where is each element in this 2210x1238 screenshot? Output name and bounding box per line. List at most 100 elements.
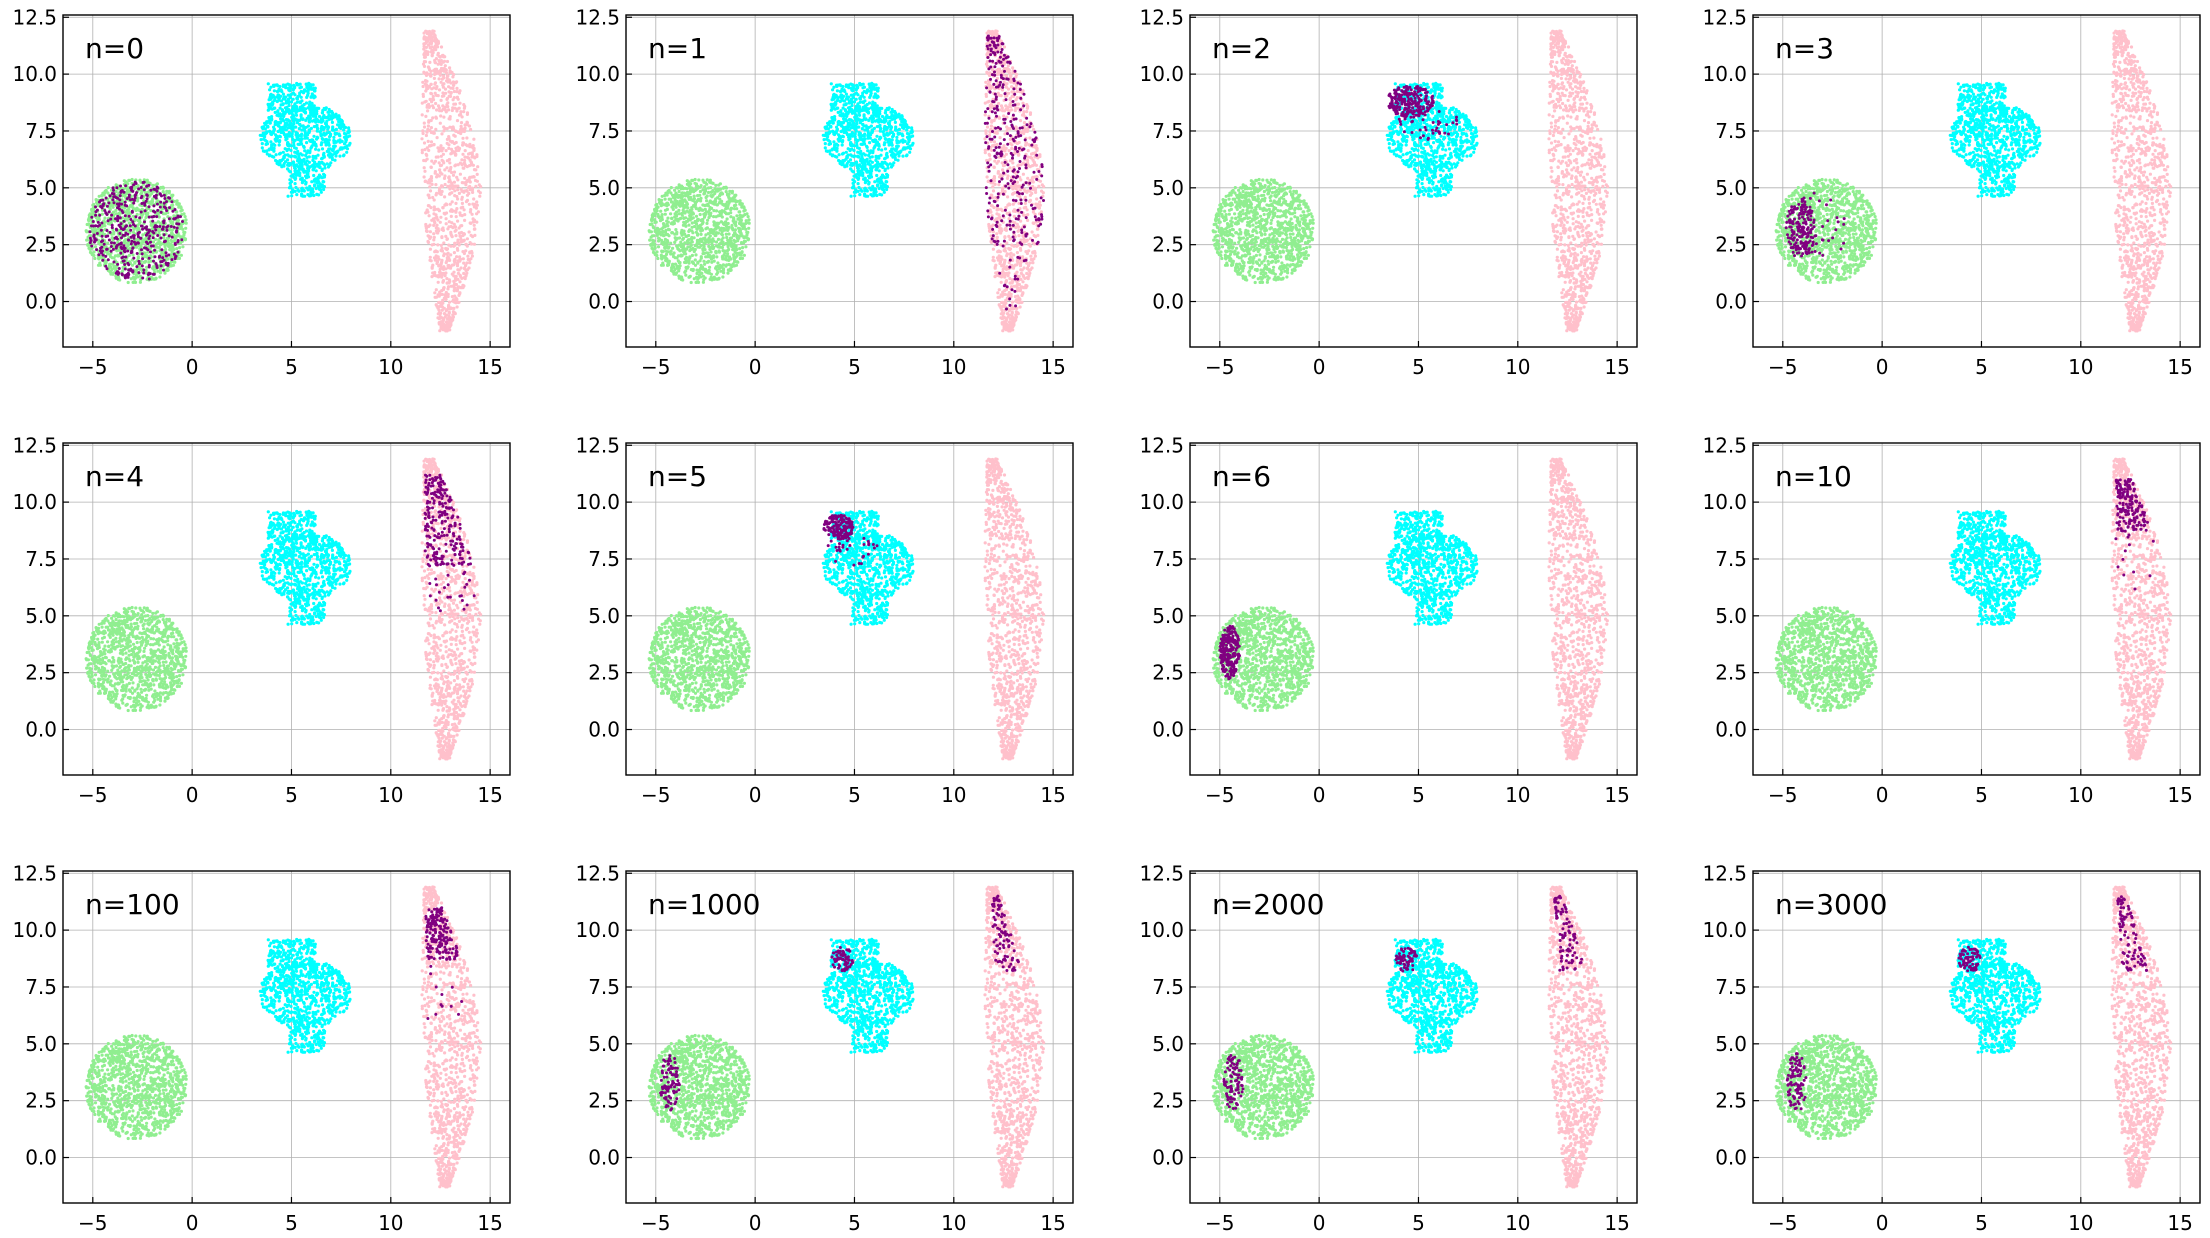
green-point [138,274,142,278]
pink-point [460,158,464,162]
green-point [665,242,669,247]
pink-point [422,47,426,51]
cyan-point [304,82,308,86]
pink-point [432,223,436,227]
highlight-point [112,260,116,264]
pink-point [438,187,442,191]
green-point [722,203,726,207]
cyan-point [268,118,272,122]
green-point [714,183,718,187]
green-point [729,211,733,215]
highlight-point [141,227,144,231]
green-point [128,212,132,216]
cyan-point [344,140,348,144]
highlight-point [108,194,112,198]
highlight-point [130,188,134,192]
pink-point [451,173,456,177]
pink-point [444,91,448,95]
green-point [674,210,679,214]
green-point [706,253,711,257]
pink-point [451,315,455,319]
green-point [716,187,721,191]
pink-point [444,271,448,275]
cyan-point [327,138,331,142]
cyan-point [310,104,314,108]
cyan-point [320,111,324,115]
green-point [709,186,713,190]
highlight-point [90,215,94,219]
cyan-point [309,126,313,130]
pink-point [445,59,450,64]
green-point [717,242,722,246]
cyan-point [302,88,307,92]
cyan-point [286,194,290,198]
green-point [734,200,738,204]
highlight-point [124,255,128,259]
highlight-point [145,228,149,231]
highlight-point [94,213,98,217]
green-point [667,228,671,232]
green-point [130,177,134,182]
pink-point [438,220,442,224]
scatter-panel: −5 0 5 10 150.02.55.07.510.012.5n=0 [12,5,511,379]
green-point [701,237,705,241]
highlight-point [100,234,104,238]
green-point [656,256,660,261]
pink-point [452,259,456,263]
highlight-point [90,224,93,228]
highlight-point [105,267,109,271]
green-point [683,241,687,245]
highlight-point [100,240,103,244]
green-point [88,250,93,254]
green-point [715,277,719,281]
pink-point [424,79,428,83]
green-point [181,227,185,231]
cyan-point [283,97,287,101]
cyan-point [290,180,294,184]
pink-point [432,29,436,33]
pink-point [436,273,441,278]
pink-point [452,102,456,106]
green-point [690,178,694,182]
green-point [140,214,144,218]
green-point [116,277,120,282]
x-tick-label: 5 [285,355,298,379]
green-point [109,203,114,207]
cyan-point [260,125,264,129]
cyan-point [260,142,264,146]
pink-point [462,106,466,110]
x-tick-label: 10 [378,355,403,379]
green-point [696,194,700,198]
cyan-point [302,128,306,132]
cyan-point [298,172,302,176]
pink-point [430,87,434,91]
cyan-point [321,153,326,157]
green-point [705,178,709,182]
cyan-point [823,146,827,150]
green-point [669,191,673,195]
pink-point [433,61,438,65]
cyan-point [297,94,301,98]
highlight-point [150,244,153,248]
highlight-point [92,234,96,238]
cyan-point [268,153,272,157]
cyan-point [305,95,309,99]
pink-point [454,129,458,133]
cyan-point [334,127,338,131]
pink-point [430,275,434,279]
green-point [738,217,742,221]
green-point [731,228,735,232]
cyan-point [292,154,297,158]
highlight-point [143,209,147,213]
pink-point [444,110,448,114]
pink-point [433,81,438,85]
green-point [689,186,694,190]
pink-point [442,265,446,269]
green-point [162,249,167,253]
green-point [652,234,656,238]
cyan-point [297,168,301,172]
green-point [699,228,703,232]
pink-point [442,286,446,290]
pink-point [444,202,448,206]
green-point [85,230,89,234]
